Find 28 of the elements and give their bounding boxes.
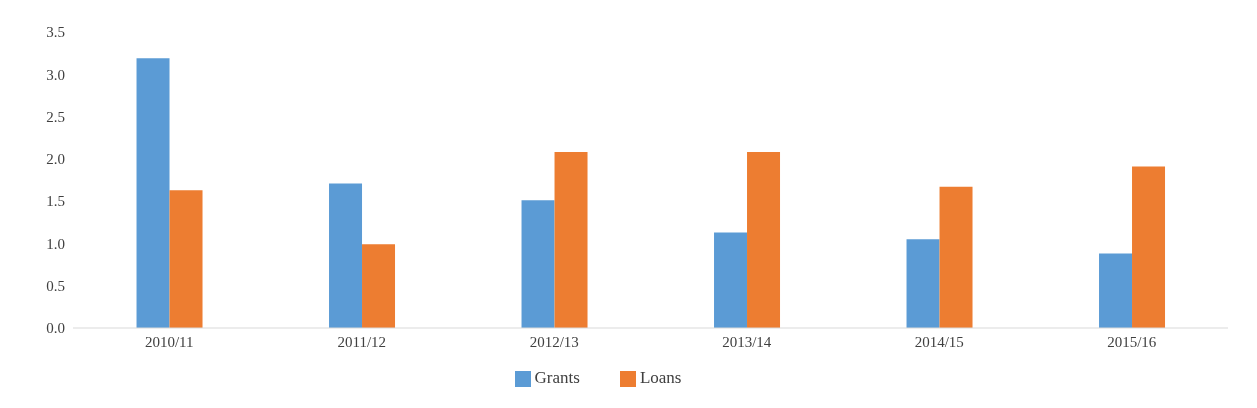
x-tick-label: 2011/12 xyxy=(337,333,387,350)
y-tick-label: 0.5 xyxy=(46,278,65,295)
x-tick-label: 2015/16 xyxy=(1107,333,1157,350)
bar xyxy=(329,183,363,328)
bar xyxy=(554,152,588,328)
bar xyxy=(1099,253,1133,328)
bar xyxy=(1132,166,1166,328)
x-tick-label: 2014/15 xyxy=(914,333,964,350)
y-tick-label: 0.0 xyxy=(46,320,65,337)
x-tick-label: 2012/13 xyxy=(529,333,579,350)
y-tick-label: 3.0 xyxy=(46,66,65,83)
y-tick-label: 2.0 xyxy=(46,151,65,168)
legend-label: Grants xyxy=(534,368,580,387)
legend-label: Loans xyxy=(639,368,682,387)
x-tick-label: 2010/11 xyxy=(144,333,194,350)
bar xyxy=(169,190,203,328)
bar xyxy=(747,152,781,328)
y-tick-label: 1.0 xyxy=(46,235,65,252)
y-tick-label: 3.5 xyxy=(46,24,65,41)
bar xyxy=(362,244,396,328)
bar xyxy=(714,232,748,328)
bar xyxy=(136,58,170,328)
bar xyxy=(939,186,973,328)
y-tick-label: 1.5 xyxy=(46,193,65,210)
y-tick-label: 2.5 xyxy=(46,108,65,125)
x-tick-label: 2013/14 xyxy=(722,333,772,350)
bar xyxy=(906,239,940,328)
bar xyxy=(521,200,555,328)
